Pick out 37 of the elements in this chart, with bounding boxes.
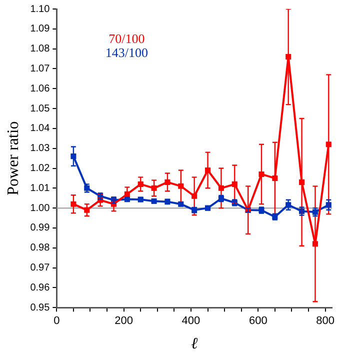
y-tick-label: 1.00 <box>30 202 50 214</box>
x-tick-label: 200 <box>114 315 133 328</box>
text: 70/100 <box>108 30 145 46</box>
point <box>232 181 238 187</box>
point <box>178 183 184 189</box>
y-tick-label: 1.01 <box>30 182 50 194</box>
point <box>258 171 264 177</box>
x-tick-label: 400 <box>182 315 200 328</box>
y-tick-label: 1.02 <box>30 163 50 174</box>
x-tick-label: 800 <box>316 315 334 328</box>
point <box>326 142 332 148</box>
point <box>70 154 76 160</box>
y-tick-label: 1.05 <box>30 103 50 114</box>
y-tick-label: 1.04 <box>30 123 50 134</box>
x-axis-title: ℓ <box>190 336 198 353</box>
x-tick-label: 600 <box>248 315 268 328</box>
y-tick-label: 0.96 <box>30 282 50 294</box>
y-tick-label: 1.06 <box>30 83 50 94</box>
y-tick-label: 0.98 <box>30 242 50 254</box>
point <box>164 179 170 185</box>
point <box>84 207 90 213</box>
text: 143/100 <box>105 44 148 60</box>
y-tick-label: 0.99 <box>30 222 50 234</box>
y-tick-label: 1.03 <box>30 143 50 154</box>
point <box>272 175 278 181</box>
y-axis-title: Power ratio <box>4 121 22 196</box>
point <box>138 181 144 187</box>
y-tick-label: 1.10 <box>30 4 50 15</box>
x-tick-label: 0 <box>54 315 60 328</box>
point <box>70 201 76 207</box>
y-tick-label: 0.97 <box>30 262 50 274</box>
y-tick-label: 0.95 <box>30 302 50 314</box>
point <box>151 185 157 191</box>
y-tick-label: 1.07 <box>30 63 50 74</box>
y-tick-label: 1.08 <box>30 44 50 55</box>
y-tick-label: 1.09 <box>30 24 50 35</box>
point <box>326 202 332 208</box>
